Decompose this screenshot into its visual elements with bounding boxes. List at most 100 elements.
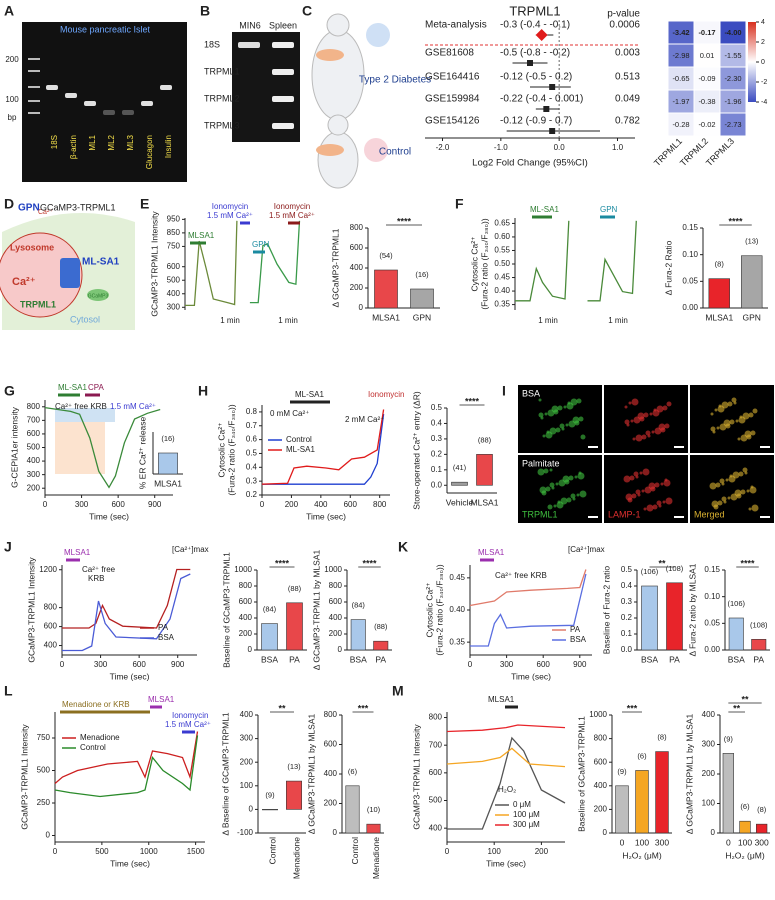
micrograph-speckle [735, 419, 739, 423]
p-value: 0.782 [615, 116, 640, 127]
heat-value: -0.02 [698, 120, 715, 129]
y-tick-label: 0.2 [246, 490, 258, 499]
islet-icon [366, 23, 390, 47]
x-tick-label: -2.0 [436, 143, 450, 152]
micrograph-speckle [576, 493, 580, 497]
micrograph-speckle [649, 412, 653, 416]
micrograph-speckle [633, 471, 639, 477]
gel-title: Mouse pancreatic Islet [60, 24, 151, 34]
gel-band [122, 110, 134, 115]
n-label: (41) [453, 463, 467, 472]
micrograph-speckle [568, 475, 574, 481]
micrograph-speckle [710, 412, 714, 416]
micrograph-speckle [750, 430, 756, 436]
y-tick-label: 800 [350, 223, 364, 232]
n-label: (13) [745, 237, 759, 246]
body-figure [311, 29, 365, 121]
micrograph-speckle [543, 468, 549, 474]
micrograph-speckle [656, 500, 662, 506]
y-tick-label: 1000 [324, 565, 342, 574]
bar [286, 780, 302, 810]
micrograph-speckle [737, 437, 741, 441]
y-tick-label: 500 [167, 275, 181, 284]
ladder-label: bp [8, 113, 17, 122]
significance: **** [275, 558, 290, 568]
y-tick-label: 800 [429, 713, 443, 722]
n-label: (84) [352, 601, 366, 610]
micrograph-speckle [643, 412, 649, 418]
study-name: GSE164416 [425, 72, 480, 83]
micrograph-speckle [641, 489, 645, 493]
column-label: Spleen [269, 20, 297, 30]
bar [756, 823, 768, 834]
y-tick-label: 600 [324, 740, 338, 749]
bar [262, 809, 278, 811]
schematic-label: Cytosol [70, 314, 100, 324]
x-tick-label: 0 [468, 660, 473, 669]
x-tick-label: 300 [94, 660, 108, 669]
annotation: H₂O₂ [498, 785, 516, 794]
panel-label: M [392, 683, 404, 699]
y-tick-label: 0.35 [449, 637, 465, 646]
annotation: KRB [88, 574, 104, 583]
x-tick-label: 1000 [140, 847, 158, 856]
micrograph-speckle [557, 500, 561, 504]
y-tick-label: 0.50 [494, 259, 510, 268]
micrograph-speckle [654, 482, 660, 488]
micrograph-speckle [549, 468, 553, 472]
y-axis-label: Store-operated Ca²⁺ entry (ΔR) [411, 391, 421, 510]
channel-label: TRPML1 [522, 509, 558, 519]
y-tick-label: 0 [249, 805, 254, 814]
bar [641, 585, 658, 651]
n-label: (9) [617, 767, 627, 776]
y-tick-label: 0 [359, 303, 364, 312]
category-label: PA [669, 654, 680, 664]
heat-value: -0.38 [698, 97, 715, 106]
micrograph-speckle [635, 489, 641, 495]
y-tick-label: 600 [329, 597, 343, 606]
category-label: PA [289, 654, 300, 664]
x-tick-label: 400 [314, 500, 328, 509]
y-axis-label: Δ Fura-2 ratio by MLSA1 [687, 563, 697, 656]
pancreas-icon [316, 49, 344, 61]
micrograph-speckle [662, 500, 666, 504]
micrograph-speckle [576, 398, 582, 404]
significance: *** [627, 703, 638, 713]
colorbar-label: -2 [761, 79, 767, 86]
category-label: BSA [641, 654, 658, 664]
x-tick-label: 0 [60, 660, 65, 669]
y-tick-label: 0.05 [682, 276, 698, 285]
trace [587, 220, 637, 302]
y-tick-label: 750 [37, 733, 51, 742]
estimate-marker [549, 128, 556, 134]
y-tick-label: 750 [167, 242, 181, 251]
annotation: CPA [88, 383, 105, 392]
annotation: ML-SA1 [530, 205, 559, 214]
n-label: (8) [757, 805, 767, 814]
y-tick-label: 0 [603, 828, 608, 837]
y-tick-label: 0.55 [494, 246, 510, 255]
x-tick-label: 500 [95, 847, 109, 856]
legend-label: Menadione [80, 733, 120, 742]
micrograph-speckle [651, 430, 655, 434]
y-tick-label: 400 [329, 613, 343, 622]
x-tick-label: 0 [260, 500, 265, 509]
y-tick-label: 600 [350, 243, 364, 252]
bar [373, 640, 389, 651]
category-label: 100 [738, 837, 752, 847]
y-tick-label: -100 [237, 828, 254, 837]
micrograph-speckle [553, 504, 557, 508]
trace [249, 220, 301, 304]
panel-label: K [398, 539, 408, 555]
micrograph-speckle [714, 408, 718, 412]
n-label: (84) [263, 605, 277, 614]
x-tick-label: 100 [488, 847, 502, 856]
row-label: 18S [204, 39, 220, 49]
trace [44, 406, 161, 489]
micrograph [690, 455, 774, 523]
x-tick-label: 200 [535, 847, 549, 856]
significance: ** [278, 703, 286, 713]
significance: ** [741, 694, 749, 704]
micrograph-speckle [653, 408, 657, 412]
bar [374, 269, 398, 309]
